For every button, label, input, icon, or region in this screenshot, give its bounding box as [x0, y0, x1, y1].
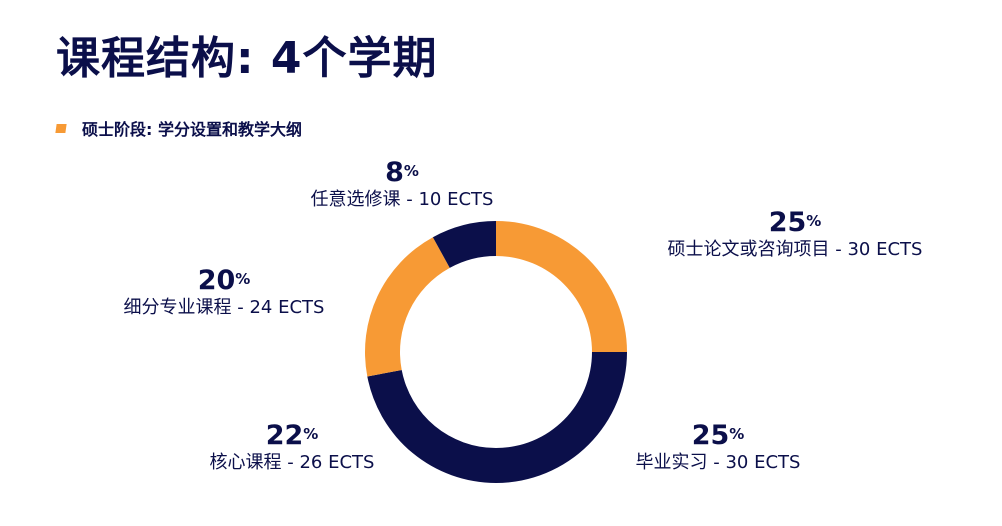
section-heading: 硕士阶段: 学分设置和教学大纲 — [55, 116, 302, 140]
slice-caption-core: 核心课程 - 26 ECTS — [209, 452, 375, 473]
slice-percent-core: 22% — [265, 420, 319, 451]
donut-slice-internship — [496, 352, 627, 483]
donut-slice-thesis — [496, 221, 627, 352]
slice-caption-thesis: 硕士论文或咨询项目 - 30 ECTS — [667, 239, 923, 260]
slice-label-thesis: 25% 硕士论文或咨询项目 - 30 ECTS — [668, 208, 923, 262]
donut-slice-elective — [432, 221, 496, 268]
donut-slice-specialization — [365, 237, 450, 377]
slice-label-elective: 8% 任意选修课 - 10 ECTS — [311, 158, 494, 212]
slice-percent-specialization: 20% — [197, 265, 251, 296]
slice-caption-elective: 任意选修课 - 10 ECTS — [310, 189, 494, 210]
slice-percent-elective: 8% — [385, 157, 419, 188]
slice-percent-thesis: 25% — [768, 207, 822, 238]
donut-slice-core — [367, 369, 496, 483]
section-subtitle: 硕士阶段: 学分设置和教学大纲 — [82, 120, 302, 139]
slice-caption-internship: 毕业实习 - 30 ECTS — [635, 452, 801, 473]
slice-caption-specialization: 细分专业课程 - 24 ECTS — [123, 297, 325, 318]
page-title: 课程结构: 4个学期 — [56, 33, 438, 84]
slice-label-specialization: 20% 细分专业课程 - 24 ECTS — [124, 266, 325, 320]
slice-label-core: 22% 核心课程 - 26 ECTS — [210, 421, 375, 475]
slice-label-internship: 25% 毕业实习 - 30 ECTS — [636, 421, 801, 475]
slice-percent-internship: 25% — [691, 420, 745, 451]
